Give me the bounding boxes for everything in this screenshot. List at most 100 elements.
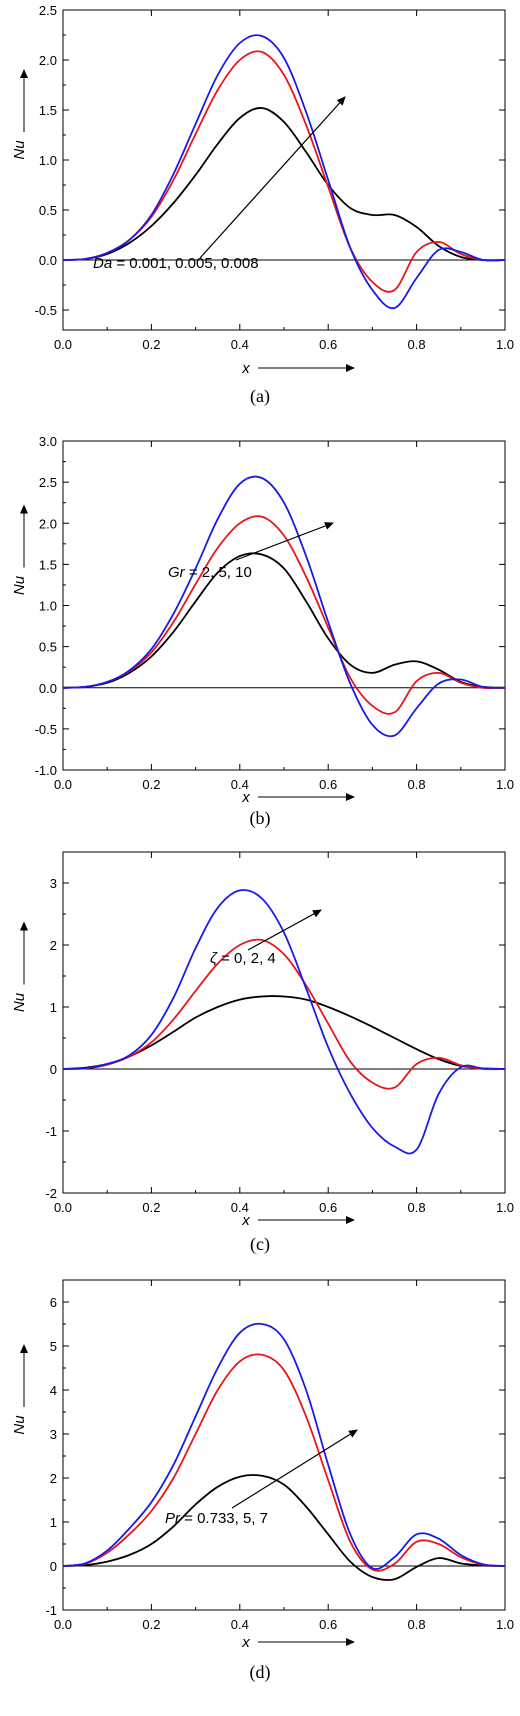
- plot-frame: [62, 1279, 506, 1611]
- x-tick-label: 0.4: [231, 1200, 249, 1215]
- y-tick-label: 2: [50, 1471, 57, 1486]
- parameter-values: = 0, 2, 4: [217, 950, 276, 967]
- panel-label: (a): [250, 386, 270, 407]
- x-tick-label: 0.4: [231, 1617, 249, 1632]
- x-tick-label: 0.8: [408, 1617, 426, 1632]
- y-tick-label: 0: [50, 1559, 57, 1574]
- parameter-annotation: Da = 0.001, 0.005, 0.008: [93, 255, 259, 272]
- y-tick-label: 0.0: [39, 253, 57, 268]
- x-tick-label: 1.0: [496, 1200, 514, 1215]
- x-tick-label: 0.2: [142, 1617, 160, 1632]
- parameter-annotation: Pr = 0.733, 5, 7: [165, 1510, 268, 1527]
- series-line-blue: [62, 889, 506, 1155]
- y-tick-label: 3: [50, 1427, 57, 1442]
- x-tick-label: 0.8: [408, 1200, 426, 1215]
- y-tick-label: 4: [50, 1383, 57, 1398]
- parameter-symbol: Pr: [165, 1510, 181, 1527]
- y-tick-label: 2.5: [39, 475, 57, 490]
- panel-label: (d): [250, 1662, 271, 1683]
- trend-arrow: [235, 522, 334, 561]
- trend-arrow: [199, 96, 346, 259]
- y-tick-label: -1.0: [35, 763, 57, 778]
- x-tick-label: 0.0: [54, 1617, 72, 1632]
- y-tick-label: 0: [50, 1062, 57, 1077]
- panel-label: (b): [250, 808, 271, 829]
- x-tick-label: 0.6: [319, 1617, 337, 1632]
- y-tick-label: 6: [50, 1295, 57, 1310]
- y-tick-label: -1: [45, 1603, 57, 1618]
- parameter-values: = 2, 5, 10: [185, 564, 252, 581]
- x-tick-label: 0.6: [319, 1200, 337, 1215]
- series-line-black: [62, 1474, 506, 1581]
- y-tick-label: -1: [45, 1124, 57, 1139]
- y-axis-title: Nu: [11, 1415, 28, 1435]
- y-tick-label: 2.5: [39, 3, 57, 18]
- y-axis-title: Nu: [11, 140, 28, 160]
- plot-frame: [62, 851, 506, 1194]
- x-tick-label: 1.0: [496, 1617, 514, 1632]
- trend-arrow: [231, 1429, 358, 1509]
- parameter-annotation: ζ = 0, 2, 4: [210, 950, 276, 967]
- x-tick-label: 0.8: [408, 337, 426, 352]
- series-line-blue: [62, 1322, 506, 1570]
- x-tick-label: 0.2: [142, 337, 160, 352]
- y-tick-label: 1.0: [39, 599, 57, 614]
- y-tick-label: 0.5: [39, 203, 57, 218]
- x-tick-label: 0.6: [319, 337, 337, 352]
- y-tick-label: 2.0: [39, 516, 57, 531]
- trend-arrow: [247, 909, 322, 951]
- y-tick-label: 1.0: [39, 153, 57, 168]
- x-tick-label: 0.2: [142, 777, 160, 792]
- y-tick-label: 1.5: [39, 557, 57, 572]
- parameter-symbol: Da: [93, 255, 112, 272]
- y-tick-label: 1.5: [39, 103, 57, 118]
- panel-label: (c): [250, 1234, 270, 1255]
- chart-panel-3: 0.0 0.2 0.4 0.6 0.8 1.0 -2 -1 0 1 2 3 Nu x ζ = 0, 2, 4…: [11, 851, 514, 1255]
- x-axis-title: x: [241, 1212, 250, 1229]
- x-axis-title: x: [241, 360, 250, 377]
- x-tick-label: 0.4: [231, 337, 249, 352]
- y-tick-label: 3.0: [39, 434, 57, 449]
- y-tick-label: 1: [50, 1515, 57, 1530]
- series-line-black: [62, 552, 506, 689]
- y-tick-label: 0.0: [39, 681, 57, 696]
- x-axis-title: x: [241, 789, 250, 806]
- y-tick-label: 2.0: [39, 53, 57, 68]
- y-tick-label: 0.5: [39, 640, 57, 655]
- x-tick-label: 1.0: [496, 337, 514, 352]
- parameter-values: = 0.733, 5, 7: [180, 1510, 268, 1527]
- x-tick-label: 1.0: [496, 777, 514, 792]
- parameter-annotation: Gr = 2, 5, 10: [168, 564, 252, 581]
- y-tick-label: 5: [50, 1339, 57, 1354]
- parameter-values: = 0.001, 0.005, 0.008: [112, 255, 258, 272]
- y-axis-title: Nu: [11, 575, 28, 595]
- x-tick-label: 0.8: [408, 777, 426, 792]
- y-tick-label: -0.5: [35, 303, 57, 318]
- y-tick-label: -0.5: [35, 722, 57, 737]
- series-line-red: [62, 938, 506, 1090]
- y-axis-title: Nu: [11, 992, 28, 1012]
- parameter-symbol: ζ: [210, 950, 218, 967]
- parameter-symbol: Gr: [168, 564, 186, 581]
- x-axis-title: x: [241, 1634, 250, 1651]
- x-tick-label: 0.6: [319, 777, 337, 792]
- x-tick-label: 0.0: [54, 1200, 72, 1215]
- y-tick-label: 3: [50, 876, 57, 891]
- x-tick-label: 0.0: [54, 777, 72, 792]
- plot-frame: [62, 440, 506, 771]
- series-line-blue: [62, 475, 506, 738]
- y-tick-label: 2: [50, 938, 57, 953]
- x-tick-label: 0.0: [54, 337, 72, 352]
- y-tick-label: -2: [45, 1186, 57, 1201]
- y-tick-label: 1: [50, 1000, 57, 1015]
- series-line-blue: [62, 34, 506, 310]
- chart-panel-2: 0.0 0.2 0.4 0.6 0.8 1.0 -1.0 -0.5 0.0 0.5 1.0 1.5 2.…: [11, 434, 514, 829]
- series-line-red: [62, 515, 506, 715]
- x-tick-label: 0.4: [231, 777, 249, 792]
- chart-panel-4: 0.0 0.2 0.4 0.6 0.8 1.0 -1 0 1 2 3 4 5 6 Nu x Pr = 0.733…: [11, 1279, 514, 1683]
- x-tick-label: 0.2: [142, 1200, 160, 1215]
- series-line-red: [62, 1353, 506, 1572]
- chart-panel-1: 0.0 0.2 0.4 0.6 0.8 1.0 -0.5 0.0 0.5 1.0 1.5 2.0 2.5…: [11, 3, 514, 407]
- series-line-black: [62, 107, 506, 262]
